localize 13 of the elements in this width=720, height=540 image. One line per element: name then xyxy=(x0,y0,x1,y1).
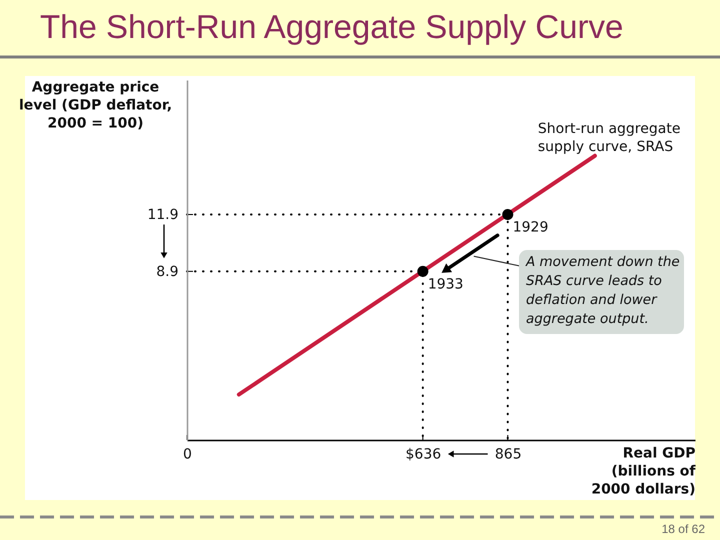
x-tick-label: 865 xyxy=(494,446,522,462)
y-axis-title: Aggregate price level (GDP deflator, 2000 = 100) xyxy=(18,80,172,132)
x-tick-label: 0 xyxy=(183,446,192,462)
chart-title: The Short-Run Aggregate Supply Curve xyxy=(40,8,624,45)
text: 18 of 62 xyxy=(662,522,706,536)
x-tick-label: $636 xyxy=(406,446,442,462)
x-axis-title: Real GDP (billions of 2000 dollars) xyxy=(591,446,696,498)
annotation: 1933 xyxy=(428,276,464,292)
y-tick-label: 8.9 xyxy=(156,264,178,280)
annotation: A movement down the SRAS curve leads to deflation and lower aggregate output. xyxy=(525,254,680,327)
series-label: Short-run aggregate supply curve, SRAS xyxy=(538,120,680,155)
y-tick-label: 11.9 xyxy=(147,207,178,224)
annotation: 1929 xyxy=(512,220,548,236)
